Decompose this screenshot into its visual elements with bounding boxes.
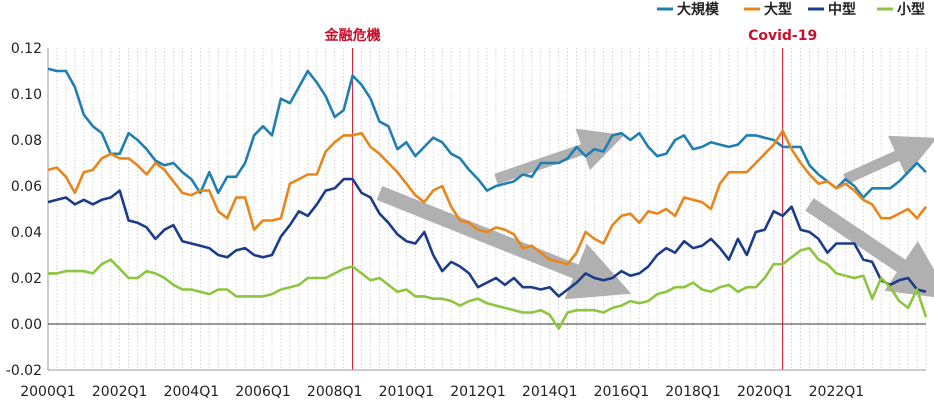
x-tick-label: 2016Q1: [594, 384, 650, 400]
trend-arrow: [376, 185, 632, 300]
y-tick-label: 0.00: [11, 317, 42, 333]
trend-arrows: [376, 128, 934, 300]
axes: 0.12 0.10 0.08 0.06 0.04 0.02 0.00 -0.02 2000Q1 2…: [6, 41, 926, 400]
trend-arrow: [843, 135, 934, 185]
x-tick-label: 2006Q1: [235, 384, 291, 400]
y-tick-label: 0.02: [11, 271, 42, 287]
y-tick-label: 0.12: [11, 41, 42, 57]
x-tick-label: 2002Q1: [92, 384, 148, 400]
annotations: 金融危機 Covid-19: [324, 27, 817, 370]
legend-label: 大型: [764, 1, 792, 18]
series-line-1: [47, 67, 927, 199]
x-tick-label: 2018Q1: [665, 384, 721, 400]
series-line-3: [47, 177, 927, 298]
y-tick-label: 0.08: [11, 133, 42, 149]
trend-arrow: [494, 128, 625, 185]
x-tick-label: 2014Q1: [522, 384, 578, 400]
x-tick-label: 2004Q1: [164, 384, 220, 400]
y-tick-label: -0.02: [6, 363, 42, 379]
x-tick-label: 2022Q1: [809, 384, 865, 400]
y-tick-label: 0.10: [11, 87, 42, 103]
x-tick-label: 2000Q1: [20, 384, 76, 400]
legend-label: 中型: [828, 1, 856, 18]
x-tick-label: 2012Q1: [450, 384, 506, 400]
series-line-4: [48, 246, 928, 330]
y-tick-label: 0.06: [11, 179, 42, 195]
annotation-label: Covid-19: [748, 28, 817, 44]
series-lines: [47, 67, 928, 330]
legend: 大規模 大型 中型 小型: [657, 1, 925, 18]
x-tick-label: 2010Q1: [379, 384, 435, 400]
legend-label: 大規模: [677, 1, 720, 18]
series-line-2: [47, 129, 928, 266]
trend-arrow: [805, 198, 934, 300]
x-tick-label: 2008Q1: [307, 384, 363, 400]
legend-label: 小型: [897, 1, 925, 18]
gridlines: [47, 48, 927, 370]
y-tick-label: 0.04: [11, 225, 42, 241]
annotation-label: 金融危機: [324, 27, 381, 44]
x-tick-label: 2020Q1: [737, 384, 793, 400]
